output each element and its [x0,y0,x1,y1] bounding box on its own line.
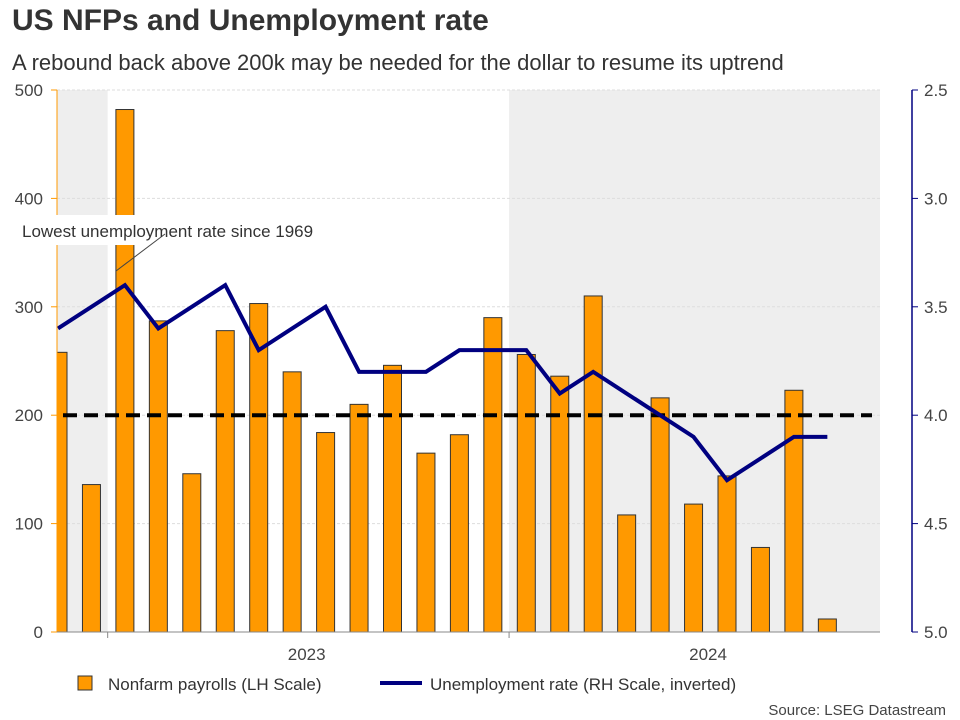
bar-nfp-2023-09 [383,364,402,633]
unemployment-line [56,282,828,483]
bar-nfp-2023-07 [316,432,336,633]
x-axis-tick-label: 2023 [288,645,326,664]
left-axis-tick-label: 500 [15,81,43,100]
bar-nfp-2024-09 [784,389,804,633]
x-axis-tick-label: 2024 [689,645,727,664]
source-note: Source: LSEG Datastream [768,702,946,719]
left-axis-tick-label: 200 [15,406,43,425]
bar-nfp-2023-03 [182,473,202,633]
bar-nfp-2024-03 [583,295,603,633]
bar-nfp-2023-12 [483,317,503,633]
bar-nfp-2023-02 [148,320,168,633]
bar-nfp-2024-07 [717,475,737,633]
legend-label-nfp: Nonfarm payrolls (LH Scale) [108,675,322,694]
legend: Nonfarm payrolls (LH Scale) Unemployment… [77,675,736,694]
left-axis-tick-label: 100 [15,515,43,534]
bar-nfp-2024-01 [516,353,536,633]
bar-nfp-2022-12 [81,484,101,633]
bar-nfp-2024-04 [617,514,637,633]
chart-title: US NFPs and Unemployment rate [12,4,489,37]
chart-subtitle: A rebound back above 200k may be needed … [12,50,784,75]
right-axis-tick-label: 3.0 [924,189,948,208]
annotation-pointer [115,233,166,272]
bar-nfp-2023-05 [249,303,269,633]
legend-swatch-nfp [77,675,93,691]
annotation-text: Lowest unemployment rate since 1969 [22,222,313,241]
bar-nfp-2023-04 [215,330,235,633]
right-axis-tick-label: 4.5 [924,515,948,534]
legend-label-unemployment: Unemployment rate (RH Scale, inverted) [430,675,736,694]
right-axis-tick-label: 3.5 [924,298,948,317]
bar-nfp-2023-11 [449,434,469,633]
bar-nfp-2023-01 [115,109,135,633]
bar-nfp-2024-06 [684,503,704,633]
bar-nfp-2024-05 [650,397,670,633]
bar-nfp-2024-10 [817,618,837,633]
bar-nfp-2023-10 [416,452,436,633]
bar-nfp-2024-08 [750,546,770,633]
right-axis-tick-label: 4.0 [924,406,948,425]
bar-nfp-2023-06 [282,371,302,633]
left-axis-tick-label: 400 [15,189,43,208]
bar-nfp-2023-08 [349,403,369,633]
annotation-background [0,215,352,245]
left-axis-tick-label: 0 [34,623,43,642]
bar-nfp-2022-11 [56,351,68,633]
right-axis-tick-label: 5.0 [924,623,948,642]
right-axis-tick-label: 2.5 [924,81,948,100]
left-axis-tick-label: 300 [15,298,43,317]
